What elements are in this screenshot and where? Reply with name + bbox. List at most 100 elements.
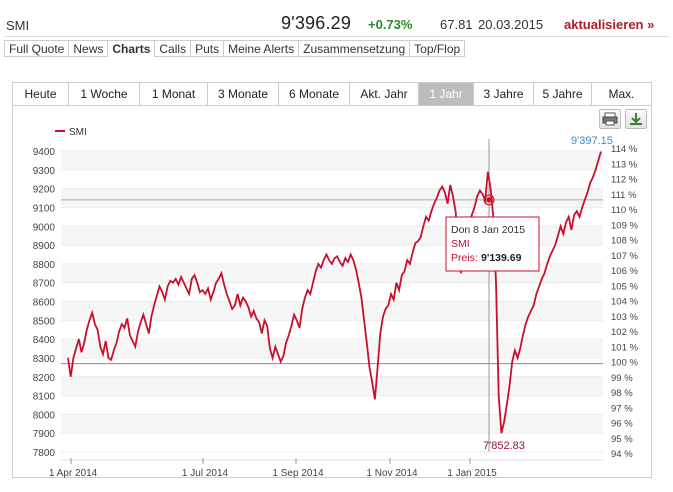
price-change: +0.73% [368, 17, 413, 32]
y-tick-label: 9400 [33, 147, 56, 158]
tooltip-price-label: Preis: [451, 252, 478, 264]
data-tooltip: Don 8 Jan 2015 SMI Preis: 9'139.69 [445, 216, 540, 272]
y-tick-label: 8000 [33, 410, 56, 421]
y-tick-label: 8500 [33, 316, 56, 327]
tooltip-box [445, 216, 540, 272]
range-1-jahr[interactable]: 1 Jahr [419, 83, 474, 105]
grid-band [61, 301, 603, 321]
y2-tick-label: 107 % [611, 251, 638, 262]
y-tick-label: 8600 [33, 298, 56, 309]
smi-line-chart: 9400 9300 9200 9100 9000 8900 8800 8700 8600 8500… [33, 127, 639, 478]
series-line-smi[interactable] [67, 151, 602, 434]
tab-full-quote[interactable]: Full Quote [4, 40, 69, 57]
tab-charts[interactable]: Charts [107, 40, 155, 57]
y2-tick-label: 98 % [611, 388, 633, 399]
y2-tick-label: 94 % [611, 449, 633, 460]
grid-band [61, 151, 603, 170]
y2-tick-label: 108 % [611, 236, 638, 247]
chart-grid [61, 150, 603, 453]
y2-tick-label: 100 % [611, 358, 638, 369]
tab-puts[interactable]: Puts [190, 40, 224, 57]
range-3-jahre[interactable]: 3 Jahre [474, 83, 534, 105]
grid-band [61, 376, 603, 396]
range-5-jahre[interactable]: 5 Jahre [534, 83, 592, 105]
y2-tick-label: 112 % [611, 175, 638, 186]
tooltip-price-value: 9'139.69 [481, 252, 522, 264]
x-tick-label: 1 Jan 2015 [447, 468, 497, 478]
grid-band [61, 188, 603, 208]
y2-tick-label: 101 % [611, 342, 638, 353]
range-akt-jahr[interactable]: Akt. Jahr [350, 83, 419, 105]
legend-label: SMI [69, 127, 87, 138]
y2-tick-label: 110 % [611, 205, 638, 216]
hover-point [486, 197, 492, 203]
quote-header: SMI 9'396.29 +0.73% 67.81 20.03.2015 akt… [0, 0, 673, 40]
tooltip-series: SMI [451, 238, 470, 250]
y-tick-label: 8700 [33, 279, 56, 290]
max-value-label: 9'397.15 [571, 135, 613, 147]
grid-band [61, 414, 603, 434]
time-range-selector: Heute 1 Woche 1 Monat 3 Monate 6 Monate … [12, 82, 652, 106]
y-tick-label: 9200 [33, 185, 56, 196]
y2-tick-label: 109 % [611, 220, 638, 231]
quote-date: 20.03.2015 [478, 17, 544, 32]
y2-tick-label: 103 % [611, 312, 638, 323]
y-tick-label: 8300 [33, 354, 56, 365]
chart-panel: 9400 9300 9200 9100 9000 8900 8800 8700 8600 8500… [12, 106, 652, 478]
y-tick-label: 8800 [33, 260, 56, 271]
header-divider [4, 36, 669, 37]
tab-calls[interactable]: Calls [154, 40, 191, 57]
hover-crosshair [61, 139, 603, 452]
y-tick-label: 8900 [33, 241, 56, 252]
x-tick-label: 1 Nov 2014 [366, 468, 418, 478]
x-tick-label: 1 Apr 2014 [49, 468, 98, 478]
y2-tick-label: 105 % [611, 281, 638, 292]
download-button[interactable] [625, 109, 647, 129]
y2-tick-label: 114 % [611, 144, 638, 155]
tooltip-date: Don 8 Jan 2015 [451, 224, 525, 236]
volume-value: 67.81 [440, 17, 473, 32]
y2-tick-label: 95 % [611, 434, 633, 445]
y2-tick-label: 111 % [611, 190, 637, 201]
y2-tick-label: 113 % [611, 159, 638, 170]
x-tick-label: 1 Jul 2014 [182, 468, 229, 478]
y-tick-label: 9300 [33, 166, 56, 177]
y-tick-label: 8400 [33, 335, 56, 346]
y-tick-label: 7800 [33, 448, 56, 459]
tab-meine-alerts[interactable]: Meine Alerts [223, 40, 299, 57]
extreme-labels: 9'397.15 7'852.83 [483, 135, 613, 452]
quote-tabs: Full Quote News Charts Calls Puts Meine … [4, 40, 466, 58]
refresh-link[interactable]: aktualisieren » [564, 17, 655, 32]
y-axis-right: 114 % 113 % 112 % 111 % 110 % 109 % 108 % 107 %… [611, 144, 638, 460]
range-heute[interactable]: Heute [13, 83, 69, 105]
symbol-name: SMI [6, 18, 30, 33]
tab-zusammensetzung[interactable]: Zusammensetzung [298, 40, 410, 57]
print-button[interactable] [599, 109, 621, 129]
y2-tick-label: 102 % [611, 327, 638, 338]
y-tick-label: 9100 [33, 203, 56, 214]
y2-tick-label: 99 % [611, 373, 633, 384]
chart-legend: SMI [55, 127, 87, 138]
tab-top-flop[interactable]: Top/Flop [409, 40, 466, 57]
y-axis-left: 9400 9300 9200 9100 9000 8900 8800 8700 8600 8500… [33, 147, 56, 459]
range-1-woche[interactable]: 1 Woche [69, 83, 140, 105]
y2-tick-label: 104 % [611, 297, 638, 308]
min-value-label: 7'852.83 [483, 440, 525, 452]
y-tick-label: 9000 [33, 222, 56, 233]
range-6-monate[interactable]: 6 Monate [279, 83, 350, 105]
y-tick-label: 8100 [33, 392, 56, 403]
printer-icon [602, 112, 618, 126]
range-1-monat[interactable]: 1 Monat [140, 83, 208, 105]
download-icon [630, 113, 642, 125]
range-max[interactable]: Max. [608, 87, 635, 101]
current-price: 9'396.29 [281, 13, 352, 33]
y2-tick-label: 106 % [611, 266, 638, 277]
x-axis: 1 Apr 2014 1 Jul 2014 1 Sep 2014 1 Nov 2014… [49, 458, 603, 478]
y-tick-label: 8200 [33, 373, 56, 384]
grid-band [61, 339, 603, 358]
range-3-monate[interactable]: 3 Monate [208, 83, 279, 105]
y2-tick-label: 97 % [611, 403, 633, 414]
tab-news[interactable]: News [68, 40, 108, 57]
y-tick-label: 7900 [33, 429, 56, 440]
y2-tick-label: 96 % [611, 419, 633, 430]
